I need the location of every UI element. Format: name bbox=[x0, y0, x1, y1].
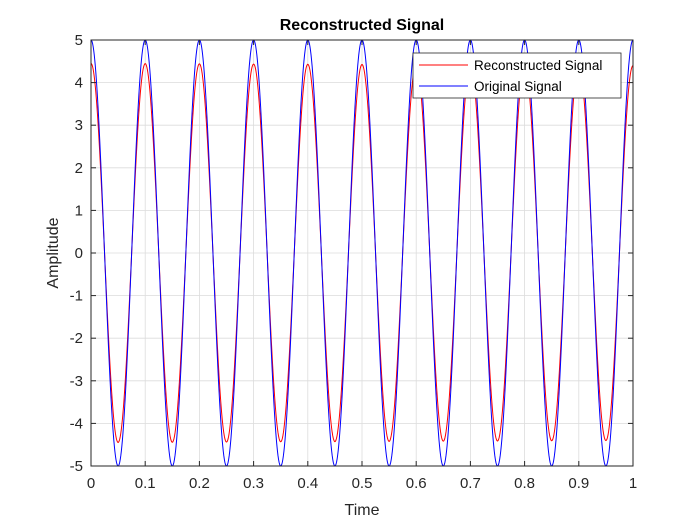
y-tick-label: 3 bbox=[75, 117, 83, 134]
y-tick-label: 5 bbox=[75, 32, 83, 49]
y-tick-label: 2 bbox=[75, 160, 83, 177]
y-tick-label: -2 bbox=[70, 330, 83, 347]
chart-title: Reconstructed Signal bbox=[280, 17, 444, 34]
x-tick-label: 0.5 bbox=[352, 475, 373, 492]
y-axis-label: Amplitude bbox=[45, 217, 62, 288]
x-tick-label: 0.2 bbox=[189, 475, 210, 492]
y-tick-label: -4 bbox=[70, 415, 83, 432]
tick-labels: 0 0.1 0.2 0.3 0.4 0.5 0.6 0.7 0.8 0.9 1 -5 -4 -3 -2 -1 0… bbox=[70, 32, 638, 492]
y-tick-label: 4 bbox=[75, 75, 83, 92]
legend-entry-reconstructed: Reconstructed Signal bbox=[474, 58, 602, 73]
y-tick-label: -1 bbox=[70, 288, 83, 305]
legend-entry-original: Original Signal bbox=[474, 79, 562, 94]
legend-box bbox=[412, 52, 622, 99]
x-tick-label: 0.7 bbox=[460, 475, 481, 492]
x-tick-label: 0.1 bbox=[135, 475, 156, 492]
x-tick-label: 1 bbox=[629, 475, 637, 492]
x-tick-label: 0.3 bbox=[243, 475, 264, 492]
x-tick-label: 0.8 bbox=[514, 475, 535, 492]
x-tick-label: 0.6 bbox=[406, 475, 427, 492]
plot-frame bbox=[90, 39, 634, 467]
y-tick-label: -3 bbox=[70, 373, 83, 390]
x-tick-label: 0.9 bbox=[568, 475, 589, 492]
x-axis-label: Time bbox=[345, 502, 380, 519]
series-line-0 bbox=[90, 63, 634, 444]
y-tick-label: 1 bbox=[75, 202, 83, 219]
x-tick-label: 0.4 bbox=[297, 475, 318, 492]
x-tick-label: 0 bbox=[87, 475, 95, 492]
legend[interactable]: Reconstructed Signal Original Signal bbox=[412, 52, 622, 99]
y-tick-label: -5 bbox=[70, 458, 83, 475]
y-tick-label: 0 bbox=[75, 245, 83, 262]
